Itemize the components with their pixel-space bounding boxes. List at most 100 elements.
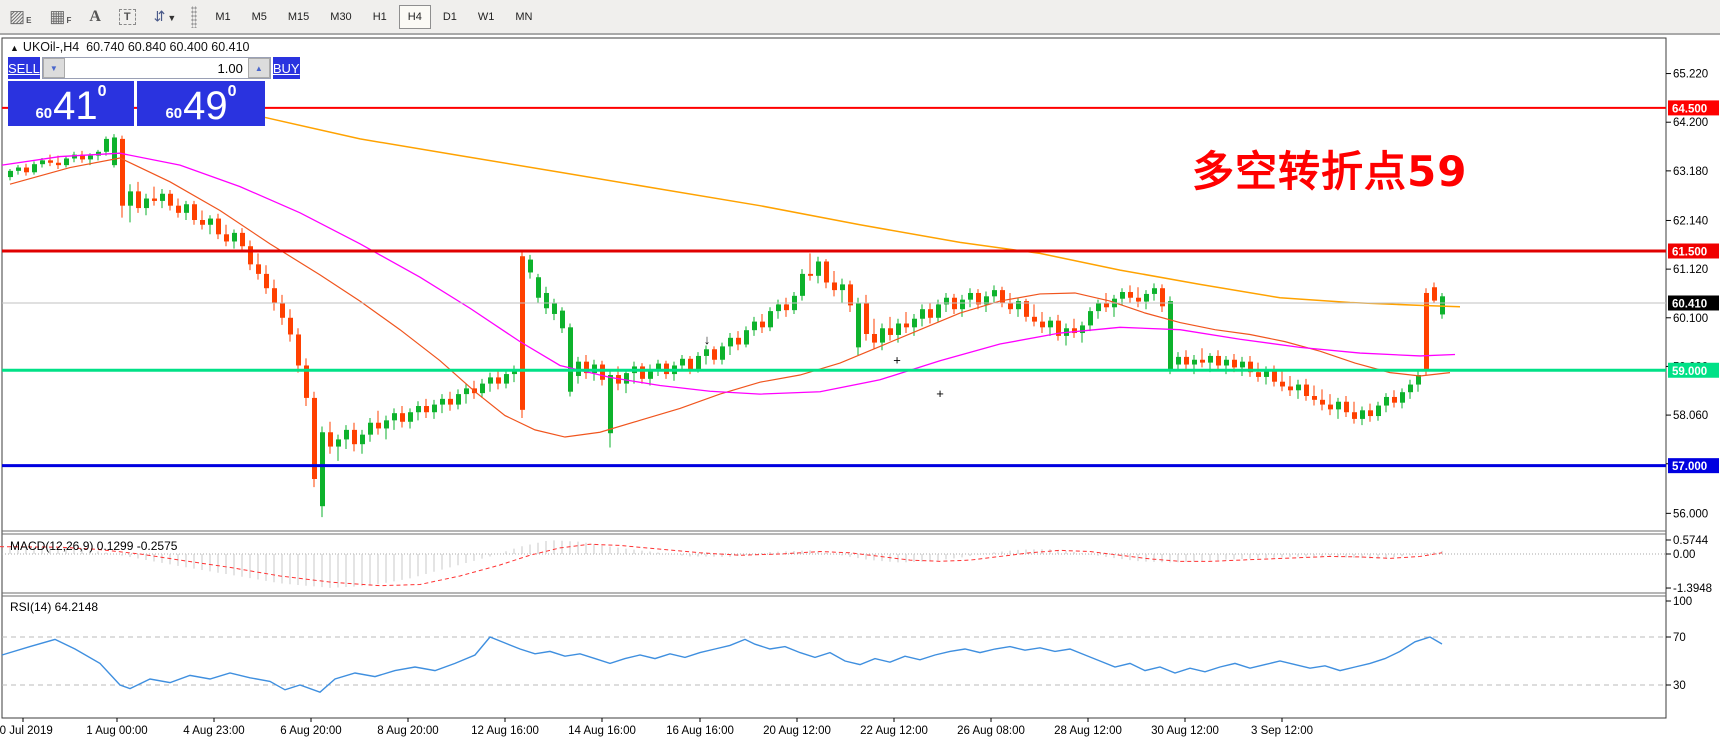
sell-price-display[interactable]: 60 41 0 (8, 81, 134, 126)
ma-mid (1, 152, 1456, 395)
time-tick-label: 22 Aug 12:00 (860, 725, 928, 737)
volume-spinner: ▼ ▲ (41, 57, 271, 79)
rsi-line (1, 636, 1443, 693)
sell-price-prefix: 60 (35, 105, 53, 122)
time-tick-label: 16 Aug 16:00 (666, 725, 734, 737)
timeframe-m1[interactable]: M1 (215, 10, 231, 23)
chart-mark[interactable]: ↓ (704, 332, 711, 347)
chart-canvas[interactable]: 65.220 64.200 63.180 62.140 61.120 60.100 59.0… (0, 35, 1720, 750)
toolbar-gripper[interactable] (191, 5, 198, 28)
font-a-icon: A (89, 7, 101, 25)
sell-price-sup: 0 (97, 83, 107, 100)
price-tag-label: 64.500 (1672, 103, 1707, 115)
one-click-trading-panel: SELL ▼ ▲ BUY 60 41 0 60 49 0 (8, 57, 300, 126)
symbol-ohlc: 60.740 60.840 60.400 60.410 (86, 40, 250, 54)
rsi-indicator-label: RSI(14) 64.2148 (10, 600, 99, 614)
ma-fast (9, 157, 1451, 438)
price-tick-label: 62.140 (1673, 215, 1708, 227)
time-tick-label: 28 Aug 12:00 (1054, 725, 1122, 737)
time-tick-label: 1 Aug 00:00 (86, 725, 147, 737)
rsi-axis-label: 70 (1673, 632, 1686, 644)
price-tag (1668, 295, 1719, 311)
buy-button[interactable]: BUY (272, 57, 300, 79)
grid-pattern-icon: ▦ (49, 7, 66, 26)
time-tick-label: 26 Aug 08:00 (957, 725, 1025, 737)
time-tick-label: 6 Aug 20:00 (280, 725, 341, 737)
price-tags: 64.500 61.500 60.410 59.000 57.000 (1668, 100, 1719, 474)
charts-cascade-letter: E (26, 16, 32, 25)
price-tag-label: 57.000 (1672, 461, 1707, 473)
time-tick-label: 30 Aug 12:00 (1151, 725, 1219, 737)
buy-price-display[interactable]: 60 49 0 (137, 81, 265, 126)
timeframe-m5[interactable]: M5 (251, 10, 267, 23)
price-tag (1668, 458, 1719, 474)
ma-slow (264, 116, 1461, 308)
volume-decrease-button[interactable]: ▼ (42, 58, 65, 78)
price-tag-label: 61.500 (1672, 247, 1707, 259)
time-tick-label: 30 Jul 2019 (0, 725, 53, 737)
cycle-arrows-icon: ⇵ (153, 8, 166, 24)
time-tick-label: 20 Aug 12:00 (763, 725, 831, 737)
macd-axis-label: 0.5744 (1673, 535, 1709, 547)
price-tick-label: 63.180 (1673, 166, 1708, 178)
buy-price-sup: 0 (227, 83, 237, 100)
symbol-name: UKOil-,H4 (22, 40, 80, 54)
macd-signal-line (0, 543, 1443, 587)
rsi-axis-label: 30 (1673, 680, 1686, 692)
sell-button[interactable]: SELL (8, 57, 40, 79)
macd-indicator-label: MACD(12,26,9) 0.1299 -0.2575 (10, 539, 178, 553)
price-tag (1668, 243, 1719, 259)
macd-axis-label: 0.00 (1673, 549, 1695, 561)
dropdown-caret-icon: ▼ (167, 13, 177, 23)
toolbar: ▨ E ▦ F A T ⇵ ▼ M1 M5 M15 M30 H1 H4 D1 W1 MN (0, 0, 1720, 35)
price-axis[interactable]: 65.220 64.200 63.180 62.140 61.120 60.100 59.0… (1666, 69, 1708, 521)
cycle-arrows-button[interactable]: ⇵ ▼ (149, 5, 182, 28)
macd-pane: 0.5744 0.00 -1.3948 (0, 535, 1712, 595)
time-tick-label: 3 Sep 12:00 (1251, 725, 1313, 737)
symbol-collapse-icon[interactable]: ▲ (10, 43, 19, 53)
text-box-button[interactable]: T (114, 6, 141, 28)
sell-price-big: 41 (53, 84, 98, 128)
time-axis[interactable]: 30 Jul 2019 1 Aug 00:00 4 Aug 23:00 6 Aug 2… (0, 718, 1313, 737)
timeframe-h4[interactable]: H4 (398, 4, 431, 29)
symbol-info-line: ▲ UKOil-,H4 60.740 60.840 60.400 60.410 (10, 40, 250, 54)
rsi-pane: 100 70 30 (1, 596, 1692, 693)
chart-annotation-text: 多空转折点59 (1192, 147, 1468, 196)
rsi-axis-label: 100 (1673, 596, 1692, 608)
font-label-button[interactable]: A (84, 5, 106, 29)
charts-cascade-button[interactable]: ▨ E (4, 5, 36, 28)
charts-cascade-icon: ▨ (9, 7, 26, 26)
buy-price-big: 49 (183, 84, 228, 128)
volume-input[interactable] (64, 58, 248, 78)
price-tick-label: 64.200 (1673, 117, 1708, 129)
timeframe-bar: M1 M5 M15 M30 H1 H4 D1 W1 MN (206, 4, 544, 29)
price-tick-label: 65.220 (1673, 69, 1708, 81)
timeframe-d1[interactable]: D1 (442, 10, 457, 23)
price-tick-label: 60.100 (1673, 313, 1708, 325)
chart-border (1, 37, 1667, 719)
time-tick-label: 4 Aug 23:00 (183, 725, 244, 737)
time-tick-label: 12 Aug 16:00 (471, 725, 539, 737)
grid-pattern-letter: F (66, 16, 72, 25)
price-tag (1668, 100, 1719, 116)
time-tick-label: 14 Aug 16:00 (568, 725, 636, 737)
timeframe-m15[interactable]: M15 (287, 10, 310, 23)
chart-mark[interactable]: + (893, 353, 901, 368)
grid-pattern-button[interactable]: ▦ F (44, 5, 76, 28)
price-tick-label: 58.060 (1673, 410, 1708, 422)
time-tick-label: 8 Aug 20:00 (377, 725, 438, 737)
price-tag-label: 59.000 (1672, 366, 1707, 378)
timeframe-mn[interactable]: MN (515, 10, 533, 23)
text-box-icon: T (118, 8, 136, 25)
price-tag-label: 60.410 (1672, 298, 1707, 310)
macd-axis-label: -1.3948 (1673, 583, 1712, 595)
timeframe-m30[interactable]: M30 (330, 10, 352, 23)
price-tag (1668, 362, 1719, 378)
buy-price-prefix: 60 (165, 105, 183, 122)
volume-increase-button[interactable]: ▲ (247, 58, 270, 78)
timeframe-h1[interactable]: H1 (372, 10, 387, 23)
price-tick-label: 56.000 (1673, 508, 1708, 520)
timeframe-w1[interactable]: W1 (477, 10, 495, 23)
chart-mark[interactable]: + (936, 386, 944, 401)
